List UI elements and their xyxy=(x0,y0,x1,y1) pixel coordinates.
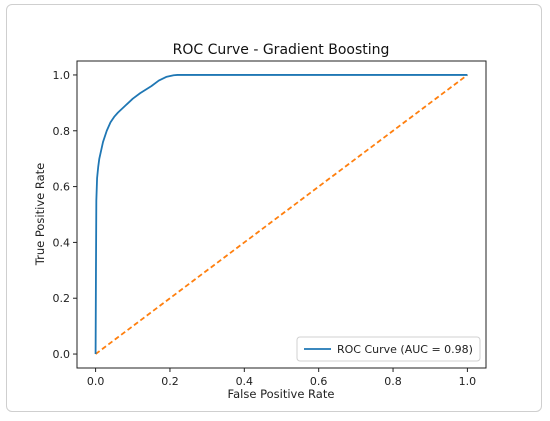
y-tick-label: 0.8 xyxy=(53,125,71,138)
x-tick-label: 0.2 xyxy=(161,375,179,388)
x-tick-label: 0.0 xyxy=(87,375,105,388)
x-tick-label: 0.8 xyxy=(384,375,402,388)
y-tick-label: 0.4 xyxy=(53,236,71,249)
x-axis-ticks: 0.0 0.2 0.4 0.6 0.8 1.0 xyxy=(87,368,476,388)
chance-diagonal-line xyxy=(95,74,468,355)
roc-curve-line xyxy=(94,74,468,355)
legend-box xyxy=(296,336,481,362)
x-tick-label: 1.0 xyxy=(459,375,477,388)
chart-title: ROC Curve - Gradient Boosting xyxy=(173,42,390,58)
x-axis-label: False Positive Rate xyxy=(228,387,335,401)
y-tick-label: 1.0 xyxy=(53,69,71,82)
y-axis-ticks: 0.0 0.2 0.4 0.6 0.8 1.0 xyxy=(53,69,77,361)
legend-label-roc: ROC Curve (AUC = 0.98) xyxy=(337,343,473,356)
x-tick-label: 0.6 xyxy=(310,375,328,388)
legend: ROC Curve (AUC = 0.98) xyxy=(296,336,481,362)
x-tick-label: 0.4 xyxy=(236,375,254,388)
y-tick-label: 0.2 xyxy=(53,292,71,305)
series-layer xyxy=(94,74,468,355)
y-tick-label: 0.6 xyxy=(53,181,71,194)
y-axis-label: True Positive Rate xyxy=(33,163,47,266)
y-tick-label: 0.0 xyxy=(53,348,71,361)
